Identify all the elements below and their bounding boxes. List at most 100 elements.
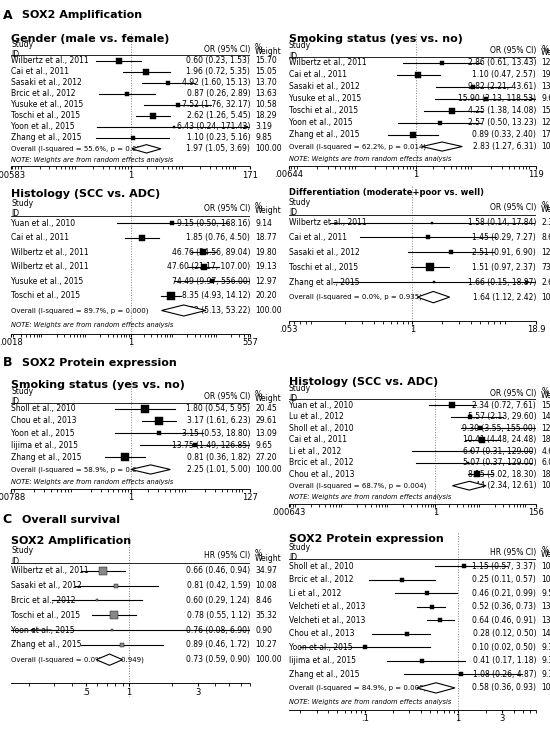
Text: 19.13: 19.13 bbox=[255, 262, 277, 271]
Text: 2.62 (1.26, 5.45): 2.62 (1.26, 5.45) bbox=[186, 111, 250, 121]
Text: Yusuke et al., 2015: Yusuke et al., 2015 bbox=[11, 100, 83, 110]
Text: Smoking status (yes vs. no): Smoking status (yes vs. no) bbox=[289, 34, 463, 44]
Text: OR (95% CI): OR (95% CI) bbox=[204, 204, 250, 213]
Text: Iijima et al., 2015: Iijima et al., 2015 bbox=[11, 441, 78, 450]
Text: 10.78: 10.78 bbox=[541, 562, 550, 570]
Text: 6.07 (0.31, 129.00): 6.07 (0.31, 129.00) bbox=[463, 447, 536, 456]
Text: Zhang et al., 2015: Zhang et al., 2015 bbox=[289, 670, 359, 679]
Text: 27.20: 27.20 bbox=[255, 453, 277, 462]
Text: Toschi et al., 2015: Toschi et al., 2015 bbox=[11, 111, 80, 121]
Text: Sasaki et al., 2012: Sasaki et al., 2012 bbox=[289, 248, 360, 257]
Text: Overall (I-squared = 55.6%, p = 0.027): Overall (I-squared = 55.6%, p = 0.027) bbox=[11, 146, 148, 152]
Text: Zhang et al., 2015: Zhang et al., 2015 bbox=[11, 640, 81, 649]
Text: 0.90: 0.90 bbox=[255, 625, 272, 634]
Text: SOX2 Amplification: SOX2 Amplification bbox=[11, 536, 131, 546]
Text: 18.88: 18.88 bbox=[541, 470, 550, 478]
Text: 1.10 (0.23, 5.16): 1.10 (0.23, 5.16) bbox=[186, 133, 250, 143]
Text: Sasaki et al., 2012: Sasaki et al., 2012 bbox=[11, 78, 82, 87]
Text: Yoon et al., 2015: Yoon et al., 2015 bbox=[11, 122, 75, 132]
Polygon shape bbox=[131, 465, 170, 474]
Text: 35.32: 35.32 bbox=[255, 611, 277, 620]
Text: C: C bbox=[3, 513, 12, 526]
Text: 15.90 (2.13, 118.53): 15.90 (2.13, 118.53) bbox=[458, 94, 536, 103]
Text: Cai et al., 2011: Cai et al., 2011 bbox=[289, 71, 346, 79]
Text: 1.08 (0.26, 4.87): 1.08 (0.26, 4.87) bbox=[472, 670, 536, 679]
Text: 3.15 (0.53, 18.80): 3.15 (0.53, 18.80) bbox=[182, 429, 250, 437]
Text: Iijima et al., 2015: Iijima et al., 2015 bbox=[289, 656, 356, 665]
Text: 73.41: 73.41 bbox=[541, 263, 550, 272]
Text: Cai et al., 2011: Cai et al., 2011 bbox=[11, 67, 69, 76]
Text: 100.00: 100.00 bbox=[541, 293, 550, 301]
Text: Sasaki et al., 2012: Sasaki et al., 2012 bbox=[11, 581, 82, 590]
Text: 0.66 (0.46, 0.94): 0.66 (0.46, 0.94) bbox=[186, 566, 250, 576]
Text: 0.10 (0.02, 0.50): 0.10 (0.02, 0.50) bbox=[472, 643, 536, 652]
Polygon shape bbox=[453, 481, 486, 490]
Polygon shape bbox=[162, 305, 206, 316]
Text: 9.37: 9.37 bbox=[541, 670, 550, 679]
Text: 1.10 (0.47, 2.57): 1.10 (0.47, 2.57) bbox=[472, 71, 536, 79]
Polygon shape bbox=[417, 683, 455, 693]
Text: Overall (I-squared = 58.9%, p = 0.045): Overall (I-squared = 58.9%, p = 0.045) bbox=[11, 466, 148, 473]
Text: 5.07 (0.37, 129.00): 5.07 (0.37, 129.00) bbox=[463, 458, 536, 467]
Text: Overall (I-squared = 62.2%, p = 0.014): Overall (I-squared = 62.2%, p = 0.014) bbox=[289, 143, 426, 150]
Text: 0.89 (0.33, 2.40): 0.89 (0.33, 2.40) bbox=[472, 130, 536, 139]
Text: 13.70: 13.70 bbox=[255, 78, 277, 87]
Text: Cai et al., 2011: Cai et al., 2011 bbox=[289, 233, 346, 242]
Text: 0.73 (0.59, 0.90): 0.73 (0.59, 0.90) bbox=[186, 655, 250, 664]
Text: 13.63: 13.63 bbox=[255, 89, 277, 98]
Text: OR (95% CI): OR (95% CI) bbox=[490, 46, 536, 55]
Text: Overall (I-squared = 0.0%, p = 0.949): Overall (I-squared = 0.0%, p = 0.949) bbox=[11, 656, 144, 663]
Text: 8.66: 8.66 bbox=[541, 233, 550, 242]
Text: 100.00: 100.00 bbox=[541, 142, 550, 151]
Text: 0.64 (0.46, 0.91): 0.64 (0.46, 0.91) bbox=[472, 616, 536, 625]
Text: Histology (SCC vs. ADC): Histology (SCC vs. ADC) bbox=[11, 189, 160, 199]
Text: Study
ID: Study ID bbox=[11, 387, 33, 406]
Text: NOTE: Weights are from random effects analysis: NOTE: Weights are from random effects an… bbox=[289, 494, 451, 501]
Text: 34.97: 34.97 bbox=[255, 566, 277, 576]
Text: Li et al., 2012: Li et al., 2012 bbox=[289, 447, 341, 456]
Text: 18.77: 18.77 bbox=[255, 233, 277, 242]
Text: Yoon et al., 2015: Yoon et al., 2015 bbox=[289, 643, 353, 652]
Text: HR (95% CI): HR (95% CI) bbox=[204, 551, 250, 560]
Text: Zhang et al., 2015: Zhang et al., 2015 bbox=[11, 453, 81, 462]
Text: %: % bbox=[541, 387, 548, 396]
Text: 9.14: 9.14 bbox=[255, 218, 272, 228]
Text: 9.53: 9.53 bbox=[541, 589, 550, 598]
Text: 0.87 (0.26, 2.89): 0.87 (0.26, 2.89) bbox=[186, 89, 250, 98]
Text: NOTE: Weights are from random effects analysis: NOTE: Weights are from random effects an… bbox=[11, 322, 173, 328]
Text: 15.05: 15.05 bbox=[255, 67, 277, 76]
Text: Chou et al., 2013: Chou et al., 2013 bbox=[11, 417, 76, 426]
Polygon shape bbox=[422, 142, 462, 151]
Text: 4.68: 4.68 bbox=[541, 447, 550, 456]
Text: 0.52 (0.36, 0.73): 0.52 (0.36, 0.73) bbox=[472, 602, 536, 611]
Text: Histology (SCC vs. ADC): Histology (SCC vs. ADC) bbox=[289, 377, 438, 387]
Text: 0.58 (0.36, 0.93): 0.58 (0.36, 0.93) bbox=[472, 684, 536, 692]
Text: NOTE: Weights are from random effects analysis: NOTE: Weights are from random effects an… bbox=[289, 698, 451, 705]
Text: 0.89 (0.46, 1.72): 0.89 (0.46, 1.72) bbox=[186, 640, 250, 649]
Text: Yuan et al., 2010: Yuan et al., 2010 bbox=[11, 218, 75, 228]
Text: Wilbertz et al., 2011: Wilbertz et al., 2011 bbox=[11, 566, 89, 576]
Text: Study
ID: Study ID bbox=[11, 199, 33, 218]
Text: Yuan et al., 2010: Yuan et al., 2010 bbox=[289, 401, 353, 409]
Text: 4.92 (1.60, 15.13): 4.92 (1.60, 15.13) bbox=[182, 78, 250, 87]
Text: Yoon et al., 2015: Yoon et al., 2015 bbox=[11, 429, 75, 437]
Text: 47.60 (21.17, 107.00): 47.60 (21.17, 107.00) bbox=[167, 262, 250, 271]
Text: Toschi et al., 2015: Toschi et al., 2015 bbox=[11, 611, 80, 620]
Text: 15.70: 15.70 bbox=[255, 56, 277, 65]
Text: 1.45 (0.29, 7.27): 1.45 (0.29, 7.27) bbox=[472, 233, 536, 242]
Text: Wilbertz et al., 2011: Wilbertz et al., 2011 bbox=[289, 59, 366, 68]
Text: 9.61: 9.61 bbox=[541, 94, 550, 103]
Text: 15.71: 15.71 bbox=[541, 107, 550, 115]
Text: 8.46: 8.46 bbox=[255, 596, 272, 605]
Text: SOX2 Amplification: SOX2 Amplification bbox=[22, 10, 142, 21]
Text: 8.35 (4.93, 14.12): 8.35 (4.93, 14.12) bbox=[182, 292, 250, 301]
Text: NOTE: Weights are from random effects analysis: NOTE: Weights are from random effects an… bbox=[289, 155, 451, 162]
Text: 1.58 (0.14, 17.84): 1.58 (0.14, 17.84) bbox=[468, 218, 536, 227]
Text: Overall (I-squared = 89.7%, p = 0.000): Overall (I-squared = 89.7%, p = 0.000) bbox=[11, 307, 148, 314]
Text: Sholl et al., 2010: Sholl et al., 2010 bbox=[11, 404, 76, 413]
Text: Weight: Weight bbox=[541, 49, 550, 57]
Text: 12.04: 12.04 bbox=[541, 118, 550, 127]
Text: Study
ID: Study ID bbox=[289, 384, 311, 404]
Text: 1.85 (0.76, 4.50): 1.85 (0.76, 4.50) bbox=[186, 233, 250, 242]
Text: Velcheti et al., 2013: Velcheti et al., 2013 bbox=[289, 602, 365, 611]
